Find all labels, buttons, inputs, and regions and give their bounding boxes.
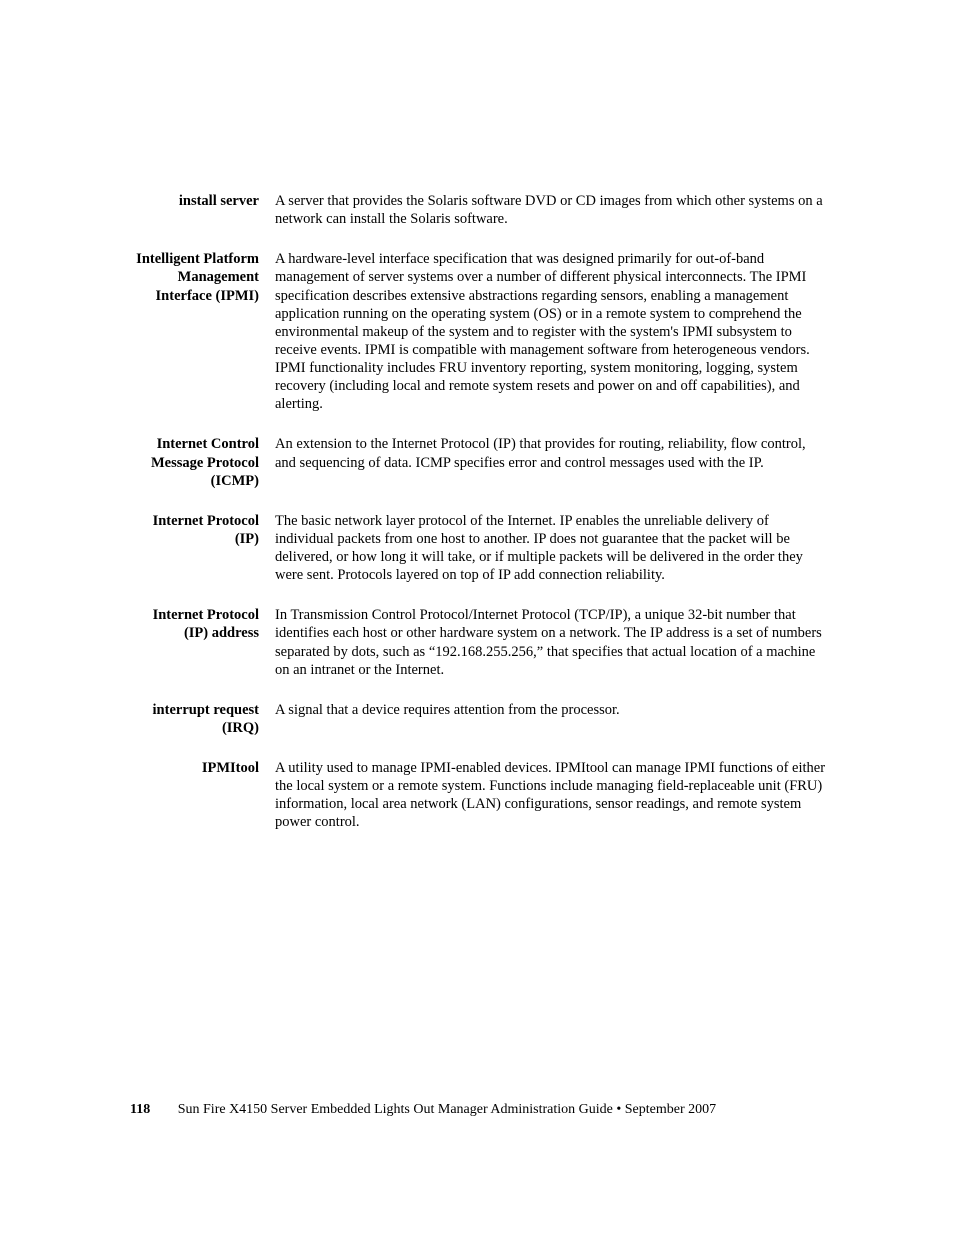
glossary-definition: The basic network layer protocol of the … — [275, 512, 829, 585]
glossary-definition: A hardware-level interface specification… — [275, 250, 829, 413]
glossary-definition: A signal that a device requires attentio… — [275, 701, 829, 719]
glossary-definition: An extension to the Internet Protocol (I… — [275, 435, 829, 471]
page-number: 118 — [130, 1102, 150, 1117]
glossary-definition: A utility used to manage IPMI-enabled de… — [275, 759, 829, 832]
glossary-entry: Internet Protocol (IP) address In Transm… — [130, 606, 829, 679]
glossary-entry: IPMItool A utility used to manage IPMI-e… — [130, 759, 829, 832]
glossary-term: Internet Control Message Protocol (ICMP) — [130, 435, 275, 489]
glossary-entry: interrupt request (IRQ) A signal that a … — [130, 701, 829, 737]
glossary-definition: A server that provides the Solaris softw… — [275, 192, 829, 228]
glossary-term: Internet Protocol (IP) — [130, 512, 275, 548]
glossary-term: Internet Protocol (IP) address — [130, 606, 275, 642]
glossary-term: install server — [130, 192, 275, 210]
page: install server A server that provides th… — [0, 0, 954, 1235]
glossary-entry: Internet Protocol (IP) The basic network… — [130, 512, 829, 585]
glossary-entry: install server A server that provides th… — [130, 192, 829, 228]
glossary-term: IPMItool — [130, 759, 275, 777]
glossary-term: Intelligent Platform Management Interfac… — [130, 250, 275, 304]
glossary-definition: In Transmission Control Protocol/Interne… — [275, 606, 829, 679]
glossary-term: interrupt request (IRQ) — [130, 701, 275, 737]
glossary-entry: Internet Control Message Protocol (ICMP)… — [130, 435, 829, 489]
page-footer: 118 Sun Fire X4150 Server Embedded Light… — [130, 1102, 716, 1118]
footer-title: Sun Fire X4150 Server Embedded Lights Ou… — [178, 1102, 716, 1117]
glossary-entry: Intelligent Platform Management Interfac… — [130, 250, 829, 413]
